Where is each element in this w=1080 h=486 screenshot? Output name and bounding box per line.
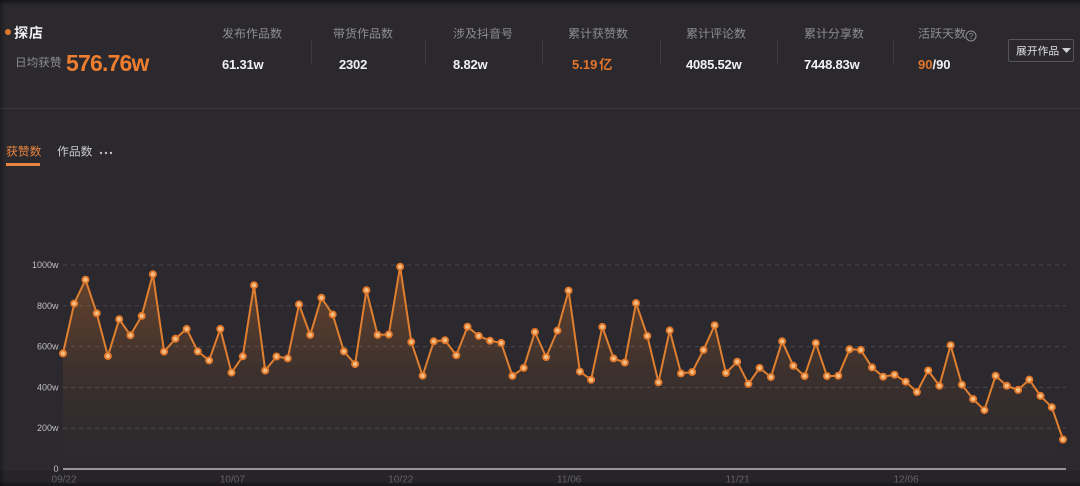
svg-text:10/07: 10/07 <box>220 475 245 486</box>
svg-text:200w: 200w <box>37 423 59 433</box>
svg-text:11/06: 11/06 <box>557 475 582 486</box>
svg-text:09/22: 09/22 <box>51 475 76 486</box>
svg-text:1000w: 1000w <box>32 260 59 270</box>
svg-text:0: 0 <box>53 464 58 474</box>
svg-text:800w: 800w <box>37 301 59 311</box>
svg-text:400w: 400w <box>37 382 59 392</box>
svg-text:?: ? <box>969 32 974 41</box>
svg-text:600w: 600w <box>37 342 59 352</box>
svg-text:11/21: 11/21 <box>725 475 750 486</box>
svg-text:10/22: 10/22 <box>388 475 413 486</box>
svg-text:12/06: 12/06 <box>893 475 918 486</box>
